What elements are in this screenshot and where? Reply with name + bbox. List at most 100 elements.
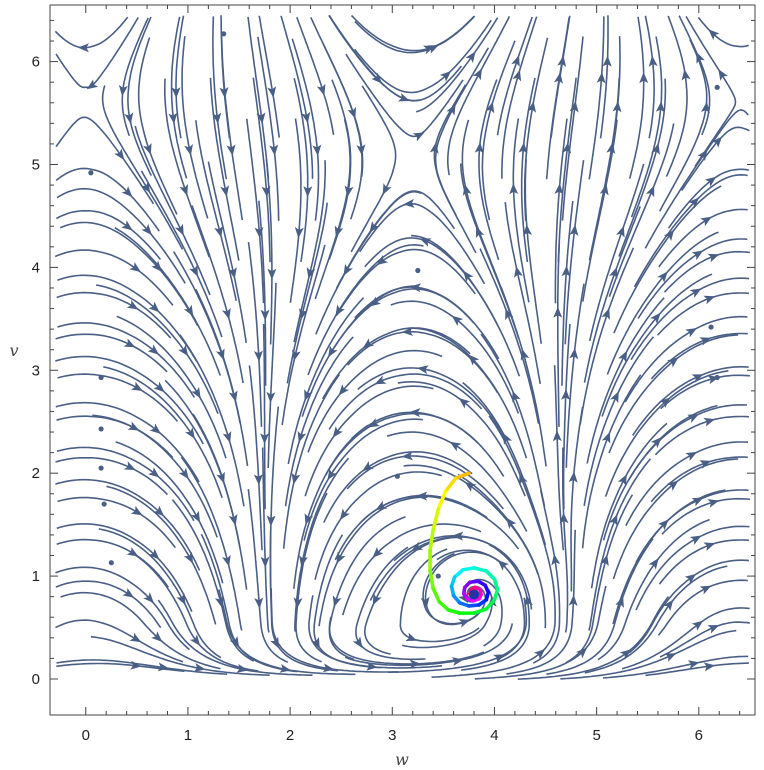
stream-arrow-17 <box>151 631 163 642</box>
stream-arrow-81 <box>310 637 320 649</box>
stream-line-210 <box>597 518 710 661</box>
stream-arrow-195 <box>608 514 618 527</box>
stream-arrow-187 <box>554 183 564 195</box>
trajectory-segment-16 <box>472 566 489 573</box>
stream-arrow-141 <box>446 103 456 116</box>
stream-arrow-124 <box>382 183 392 195</box>
stream-arrow-130 <box>420 596 430 609</box>
stream-arrow-252 <box>704 176 717 187</box>
stream-line-215 <box>608 334 739 454</box>
stream-arrow-156 <box>474 142 484 154</box>
trajectory-curve <box>428 471 500 615</box>
stream-arrow-143 <box>426 45 439 54</box>
stream-arrow-126 <box>397 92 410 102</box>
stream-line-218 <box>613 185 722 334</box>
stream-arrow-231 <box>691 374 704 383</box>
stream-line-228 <box>635 489 749 563</box>
stream-arrow-155 <box>462 184 472 196</box>
stream-line-94 <box>280 15 314 179</box>
stream-line-230 <box>628 404 748 481</box>
stream-arrow-110 <box>347 106 357 119</box>
stream-line-30 <box>127 16 153 176</box>
stream-arrow-235 <box>688 197 700 209</box>
stream-line-101 <box>303 418 423 541</box>
stream-arrow-119 <box>374 375 387 385</box>
stream-line-20 <box>55 478 201 571</box>
stream-arrow-71 <box>266 391 276 403</box>
y-tick-label-2: 2 <box>32 465 40 482</box>
stream-arrow-77 <box>269 144 279 156</box>
stream-arrow-224 <box>687 660 700 670</box>
stream-line-144 <box>387 597 528 673</box>
stream-arrow-253 <box>711 136 723 148</box>
stream-line-140 <box>433 84 477 254</box>
stream-arrow-75 <box>254 226 264 239</box>
x-tick-label-1: 1 <box>184 727 192 744</box>
stream-line-242 <box>657 579 748 636</box>
y-tick-label-1: 1 <box>32 568 40 585</box>
stream-line-255 <box>697 16 749 48</box>
stream-arrow-221 <box>655 101 665 113</box>
stream-arrow-162 <box>497 560 509 571</box>
stream-line-56 <box>172 251 241 424</box>
stream-arrow-244 <box>707 499 720 508</box>
stream-line-160 <box>431 586 556 678</box>
stream-line-199 <box>586 297 665 464</box>
stream-arrow-35 <box>183 551 194 564</box>
stream-line-83 <box>294 457 350 632</box>
stream-arrow-186 <box>569 224 579 236</box>
stream-arrow-46 <box>168 112 178 125</box>
stream-line-141 <box>434 47 490 216</box>
stream-arrow-135 <box>417 365 429 375</box>
stream-arrow-98 <box>332 595 342 608</box>
stream-line-39 <box>116 315 227 459</box>
stream-line-207 <box>599 15 609 139</box>
stream-line-5 <box>55 457 168 496</box>
stream-line-214 <box>604 370 729 497</box>
stream-arrow-125 <box>412 132 425 142</box>
stream-arrow-217 <box>657 271 668 283</box>
stream-arrow-64 <box>279 663 292 673</box>
stream-arrow-189 <box>569 101 579 113</box>
stream-arrow-123 <box>369 221 380 233</box>
stream-arrow-44 <box>179 184 188 196</box>
trajectory-segment-2 <box>436 489 448 512</box>
stream-line-57 <box>191 205 244 384</box>
stream-arrow-103 <box>338 384 350 396</box>
stream-arrow-21 <box>148 467 160 478</box>
stream-arrow-160 <box>533 648 546 660</box>
stream-line-79 <box>258 15 280 138</box>
stream-arrow-230 <box>687 413 700 423</box>
stream-arrow-175 <box>511 55 520 67</box>
stream-arrow-201 <box>608 267 618 279</box>
stream-arrow-39 <box>191 386 201 399</box>
stream-line-180 <box>570 406 584 592</box>
stream-line-245 <box>650 456 748 503</box>
stream-line-130 <box>424 551 506 626</box>
stream-line-110 <box>310 17 364 177</box>
stream-line-135 <box>357 367 507 442</box>
stream-line-27 <box>56 187 186 284</box>
stream-dot-6 <box>108 560 114 566</box>
x-tick-label-5: 5 <box>592 727 600 744</box>
stream-line-174 <box>501 16 538 179</box>
stream-line-46 <box>170 16 188 179</box>
trajectory-segment-0 <box>453 471 471 481</box>
stream-arrow-122 <box>376 255 389 266</box>
stream-arrow-245 <box>699 460 712 469</box>
stream-line-99 <box>318 496 428 627</box>
stream-line-222 <box>628 16 645 179</box>
stream-line-10 <box>54 249 174 306</box>
stream-arrow-102 <box>332 426 343 438</box>
stream-line-2 <box>55 580 162 629</box>
stream-line-156 <box>478 79 500 261</box>
stream-arrow-210 <box>648 558 659 570</box>
stream-arrow-165 <box>502 432 512 445</box>
stream-line-161 <box>461 543 530 671</box>
stream-arrow-159 <box>465 51 476 63</box>
stream-arrow-108 <box>344 185 354 198</box>
stream-line-246 <box>654 415 749 456</box>
stream-arrow-91 <box>294 227 304 239</box>
stream-line-178 <box>532 490 561 664</box>
stream-line-125 <box>345 53 464 138</box>
